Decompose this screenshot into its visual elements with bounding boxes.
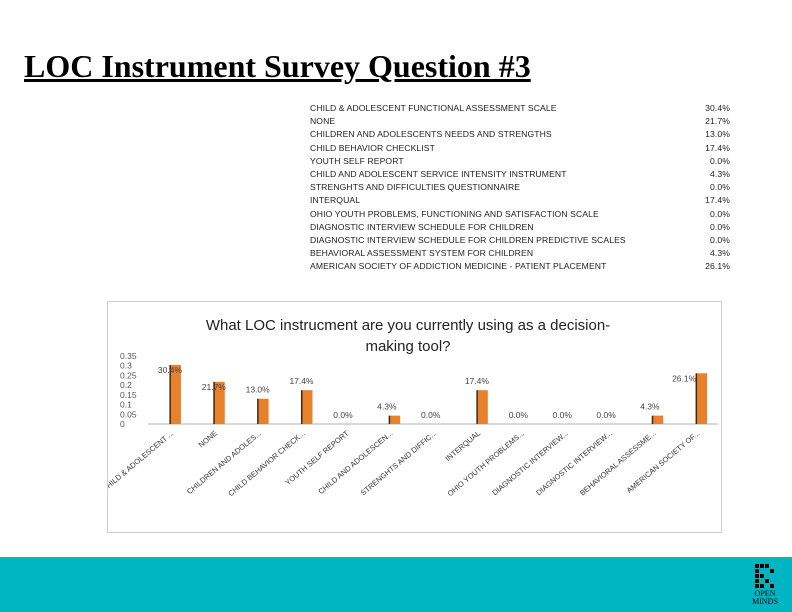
table-row-percent: 0.0% [710,221,730,232]
table-row: CHILD & ADOLESCENT FUNCTIONAL ASSESSMENT… [310,103,730,115]
category-label: STRENGHTS AND DIFFIC... [359,429,439,498]
category-label: OHIO YOUTH PROBLEMS... [446,429,526,498]
data-label: 17.4% [289,376,314,386]
bar [170,364,181,424]
bar [214,381,225,424]
bar-shadow [257,398,260,424]
table-row: AMERICAN SOCIETY OF ADDICTION MEDICINE -… [310,261,730,273]
category-label: CHILD BEHAVIOR CHECK... [226,429,306,498]
table-row-percent: 4.3% [710,248,730,259]
bar-shadow [300,390,303,424]
responses-table: CHILD & ADOLESCENT FUNCTIONAL ASSESSMENT… [306,99,738,285]
category-label: CHILD & ADOLESCENT ... [108,429,175,494]
bar-shadow [695,373,698,424]
table-row: INTERQUAL 17.4% [310,195,730,207]
bar-shadow [476,390,479,424]
table-row-percent: 0.0% [710,155,730,166]
bar-chart: What LOC instrucment are you currently u… [100,301,722,533]
table-row: CHILDREN AND ADOLESCENTS NEEDS AND STREN… [310,129,730,141]
data-label: 0.0% [553,410,573,420]
table-row-label: NONE [310,116,336,127]
table-row-label: STRENGHTS AND DIFFICULTIES QUESTIONNAIRE [310,182,521,193]
table-row-percent: 13.0% [705,129,730,140]
bar [477,390,488,424]
data-label: 21.7% [202,382,227,392]
table-row-percent: 0.0% [710,235,730,245]
data-label: 4.3% [377,402,397,412]
category-label: BEHAVIORAL ASSESSME... [578,429,658,498]
data-label: 0.0% [421,410,441,420]
logo-mark-icon [755,564,774,588]
category-label: DIAGNOSTIC INTERVIEW... [490,429,569,498]
data-label: 4.3% [640,402,660,412]
y-tick-label: 0.15 [120,390,137,400]
data-label: 26.1% [672,373,697,383]
bar [697,373,708,424]
chart-title-line: What LOC instrucment are you currently u… [206,317,610,334]
category-label: CHILD AND ADOLESCEN... [316,429,394,496]
data-label: 0.0% [509,410,529,420]
footer-band [0,557,792,612]
bar-chart-svg: What LOC instrucment are you currently u… [100,317,718,498]
table-row-percent: 26.1% [705,261,730,272]
category-label: NONE [197,429,219,450]
y-tick-label: 0.35 [120,351,137,361]
open-minds-logo: OPEN MINDS [748,562,782,610]
bar [302,390,313,424]
table-row-label: AMERICAN SOCIETY OF ADDICTION MEDICINE -… [310,261,607,272]
table-row-label: DIAGNOSTIC INTERVIEW SCHEDULE FOR CHILDR… [310,221,534,232]
table-row-label: CHILD & ADOLESCENT FUNCTIONAL ASSESSMENT… [310,103,557,113]
table-row-percent: 4.3% [710,169,730,179]
data-label: 17.4% [465,376,490,386]
y-tick-label: 0.25 [120,370,137,380]
table-row-label: CHILD AND ADOLESCENT SERVICE INTENSITY I… [310,169,567,179]
table-row: STRENGHTS AND DIFFICULTIES QUESTIONNAIRE… [310,182,730,194]
bar-shadow [213,381,216,424]
table-row-label: CHILDREN AND ADOLESCENTS NEEDS AND STREN… [310,129,552,140]
y-tick-label: 0 [120,419,125,429]
category-label: AMERICAN SOCIETY OF... [625,429,702,495]
slide-title: LOC Instrument Survey Question #3 [24,48,531,84]
bar-shadow [651,415,654,424]
y-tick-label: 0.3 [120,361,132,371]
table-row-percent: 21.7% [705,116,730,127]
table-row: DIAGNOSTIC INTERVIEW SCHEDULE FOR CHILDR… [310,222,730,234]
chart-title-line: making tool? [365,338,450,355]
table-row-label: INTERQUAL [310,195,361,206]
table-row-label: YOUTH SELF REPORT [310,155,404,166]
y-tick-label: 0.2 [120,380,132,390]
y-tick-label: 0.1 [120,400,132,410]
data-label: 0.0% [596,410,616,420]
table-row: NONE 21.7% [310,116,730,128]
data-label: 30.4% [158,365,183,375]
table-row-label: DIAGNOSTIC INTERVIEW SCHEDULE FOR CHILDR… [310,235,626,245]
table-row: DIAGNOSTIC INTERVIEW SCHEDULE FOR CHILDR… [310,235,730,247]
data-label: 0.0% [333,410,353,420]
table-row-percent: 0.0% [710,182,730,193]
bar-shadow [388,415,391,424]
data-label: 13.0% [246,385,271,395]
logo-text: OPEN MINDS [752,589,778,606]
category-label: INTERQUAL [443,429,482,463]
y-tick-label: 0.05 [120,409,137,419]
table-row: BEHAVIORAL ASSESSMENT SYSTEM FOR CHILDRE… [310,248,730,260]
table-row: YOUTH SELF REPORT 0.0% [310,156,730,168]
table-row: CHILD BEHAVIOR CHECKLIST 17.4% [310,143,730,155]
category-label: CHILDREN AND ADOLES... [185,429,263,496]
bar [653,415,664,424]
table-row-percent: 30.4% [705,103,730,113]
category-label: DIAGNOSTIC INTERVIEW... [534,429,613,498]
table-row-label: OHIO YOUTH PROBLEMS, FUNCTIONING AND SAT… [310,208,599,219]
table-row-label: BEHAVIORAL ASSESSMENT SYSTEM FOR CHILDRE… [310,248,534,259]
table-row: CHILD AND ADOLESCENT SERVICE INTENSITY I… [310,169,730,181]
table-row-percent: 17.4% [705,142,730,153]
bar-shadow [169,364,172,424]
table-row-percent: 17.4% [705,195,730,206]
table-row-percent: 0.0% [710,208,730,219]
table-row: OHIO YOUTH PROBLEMS, FUNCTIONING AND SAT… [310,209,730,221]
table-row-label: CHILD BEHAVIOR CHECKLIST [310,142,435,153]
bar [258,398,269,424]
bar [390,415,401,424]
